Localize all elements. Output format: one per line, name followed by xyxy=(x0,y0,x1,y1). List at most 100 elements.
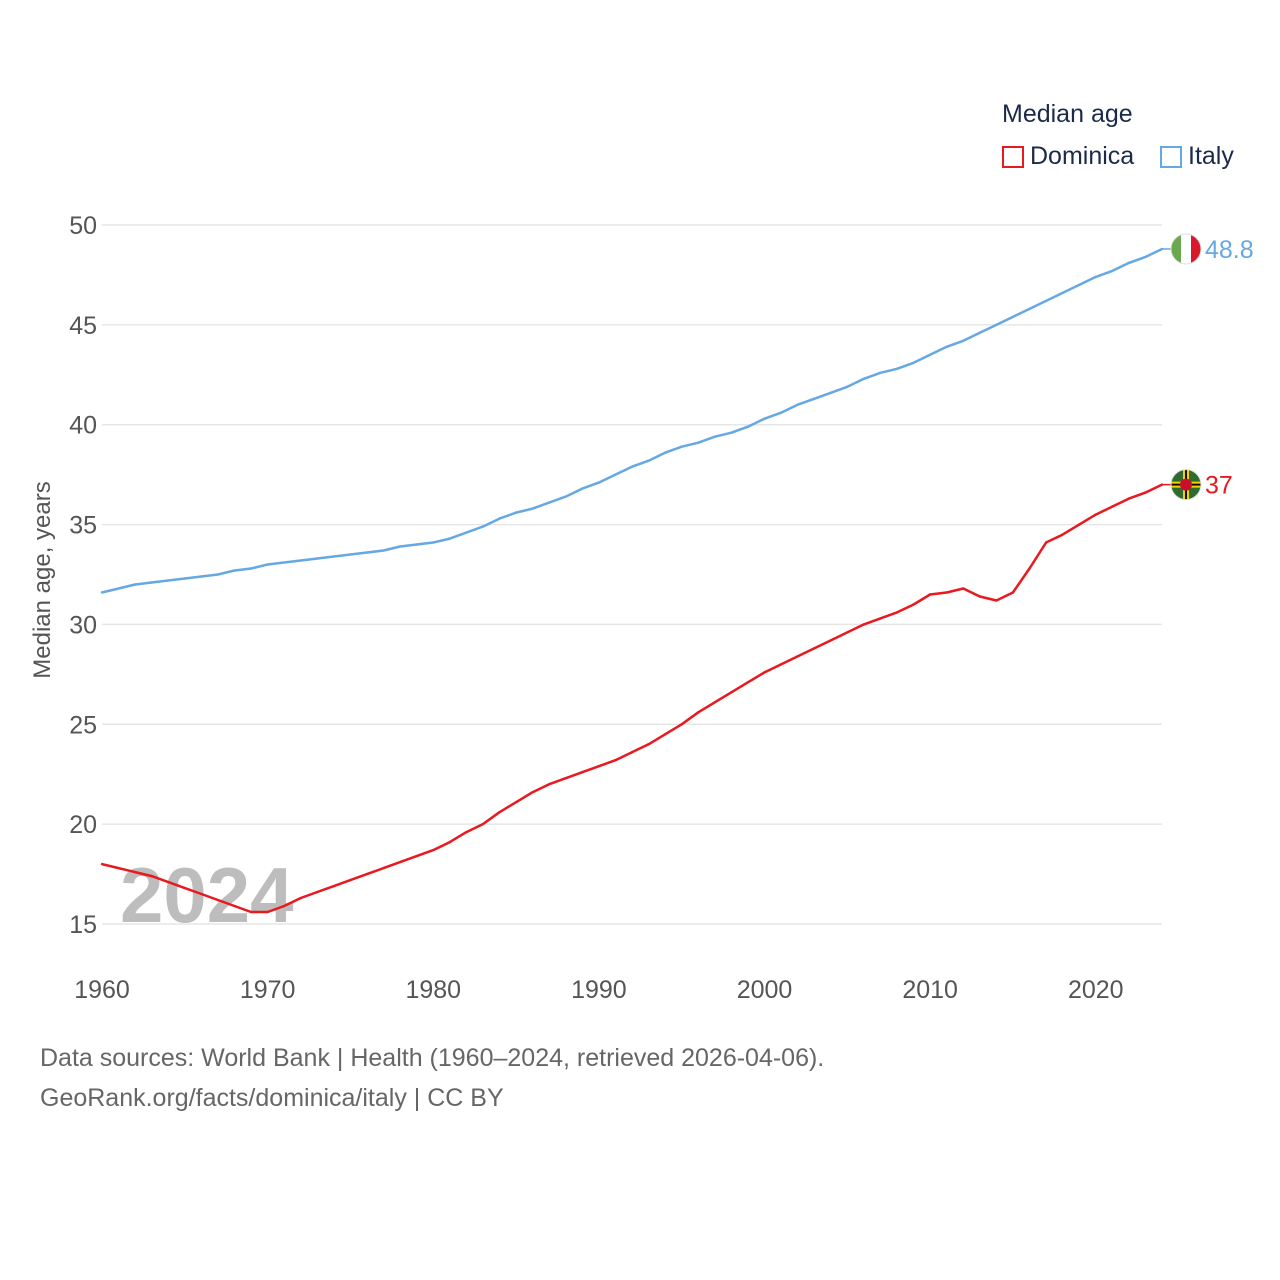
x-tick-label-1970: 1970 xyxy=(240,976,296,1004)
data-point-italy-1976 xyxy=(365,551,369,554)
data-point-dominica-2020 xyxy=(1094,513,1097,516)
data-point-italy-2001 xyxy=(779,411,783,414)
data-point-dominica-2017 xyxy=(1044,541,1048,544)
data-point-italy-1983 xyxy=(481,525,485,528)
data-point-dominica-1977 xyxy=(382,866,385,870)
data-point-dominica-1976 xyxy=(365,872,369,876)
data-point-italy-2021 xyxy=(1111,269,1114,273)
series-line-dominica xyxy=(101,483,1163,914)
data-point-dominica-1970 xyxy=(266,910,269,914)
data-point-italy-1978 xyxy=(398,545,402,548)
data-point-dominica-1973 xyxy=(316,890,319,894)
data-point-italy-1991 xyxy=(614,473,617,476)
data-point-italy-1984 xyxy=(498,517,501,520)
data-point-italy-1960 xyxy=(100,591,104,594)
data-point-dominica-1995 xyxy=(680,723,683,726)
data-point-italy-2010 xyxy=(928,353,932,357)
data-point-italy-2019 xyxy=(1077,283,1081,287)
data-point-italy-2013 xyxy=(978,331,982,335)
data-point-italy-1985 xyxy=(514,511,518,514)
legend-item-italy[interactable]: Italy xyxy=(1160,142,1234,171)
y-tick-label-25: 25 xyxy=(69,711,97,739)
data-point-dominica-1979 xyxy=(415,854,418,858)
data-point-italy-2017 xyxy=(1044,299,1048,303)
data-point-italy-1973 xyxy=(316,557,319,560)
data-point-italy-1965 xyxy=(183,577,187,580)
data-point-italy-1992 xyxy=(630,465,634,468)
x-tick-label-1990: 1990 xyxy=(571,976,627,1004)
data-point-dominica-1996 xyxy=(697,711,700,714)
data-point-dominica-2006 xyxy=(862,623,866,626)
legend-label-italy: Italy xyxy=(1188,142,1234,170)
data-point-dominica-1985 xyxy=(514,800,518,804)
data-point-dominica-2015 xyxy=(1011,591,1015,594)
data-point-italy-2016 xyxy=(1028,307,1031,311)
data-point-italy-1993 xyxy=(647,459,650,462)
data-point-dominica-2010 xyxy=(928,593,932,596)
data-point-italy-1994 xyxy=(663,451,667,454)
data-point-dominica-2009 xyxy=(912,603,915,606)
data-point-dominica-1967 xyxy=(216,898,220,902)
data-point-italy-1979 xyxy=(415,543,418,546)
data-point-dominica-2018 xyxy=(1061,533,1064,536)
source-url-line[interactable]: GeoRank.org/facts/dominica/italy | CC BY xyxy=(40,1084,504,1112)
data-point-italy-1987 xyxy=(547,501,551,504)
data-point-italy-1964 xyxy=(167,579,170,582)
data-point-italy-1967 xyxy=(216,573,220,576)
data-point-italy-2006 xyxy=(862,377,866,380)
data-point-dominica-1987 xyxy=(547,783,551,786)
data-source-line: Data sources: World Bank | Health (1960–… xyxy=(40,1044,825,1072)
data-point-dominica-2004 xyxy=(829,639,832,642)
data-point-italy-1974 xyxy=(332,555,336,558)
y-tick-label-40: 40 xyxy=(69,412,97,440)
data-point-dominica-2014 xyxy=(995,599,998,602)
data-point-italy-1966 xyxy=(200,575,203,578)
data-point-dominica-1982 xyxy=(465,830,468,834)
y-tick-label-35: 35 xyxy=(69,512,97,540)
data-point-dominica-1983 xyxy=(481,822,485,826)
data-point-italy-1988 xyxy=(564,495,567,498)
data-point-dominica-1997 xyxy=(713,701,717,704)
flag-italy-icon xyxy=(1171,233,1201,264)
data-point-dominica-2012 xyxy=(962,587,965,590)
series-lines xyxy=(100,247,1164,914)
data-point-italy-1981 xyxy=(448,537,452,540)
data-point-italy-1972 xyxy=(299,559,302,562)
legend-swatch-dominica xyxy=(1002,145,1024,168)
data-point-italy-2012 xyxy=(962,339,965,343)
data-point-dominica-1963 xyxy=(150,874,153,878)
series-line-italy xyxy=(101,247,1163,594)
data-point-dominica-1971 xyxy=(282,904,286,908)
legend-item-dominica[interactable]: Dominica xyxy=(1002,142,1134,171)
y-tick-label-50: 50 xyxy=(69,212,97,240)
data-point-italy-1975 xyxy=(349,553,352,556)
flag-dominica-icon xyxy=(1171,469,1201,500)
data-point-dominica-2021 xyxy=(1111,505,1114,508)
data-point-dominica-1986 xyxy=(531,790,534,794)
data-point-italy-1999 xyxy=(746,425,750,428)
data-point-dominica-2000 xyxy=(763,671,766,674)
data-point-italy-2004 xyxy=(829,391,832,394)
data-point-italy-1986 xyxy=(531,507,534,510)
data-point-italy-1980 xyxy=(432,541,435,544)
data-point-dominica-1975 xyxy=(349,878,352,882)
data-point-dominica-1988 xyxy=(564,777,567,780)
data-point-dominica-2011 xyxy=(945,591,948,594)
data-point-italy-2011 xyxy=(945,345,948,349)
data-point-dominica-1961 xyxy=(117,866,120,870)
x-tick-label-1960: 1960 xyxy=(74,976,130,1004)
data-point-italy-2014 xyxy=(995,323,998,327)
data-point-dominica-1978 xyxy=(398,860,402,864)
legend-title: Median age xyxy=(1002,100,1133,128)
data-point-dominica-1998 xyxy=(730,691,733,694)
y-tick-label-20: 20 xyxy=(69,811,97,839)
data-point-dominica-1992 xyxy=(630,751,634,754)
data-point-dominica-1962 xyxy=(133,870,137,874)
data-point-italy-1990 xyxy=(597,481,601,484)
data-point-italy-1962 xyxy=(133,583,137,586)
x-tick-label-2020: 2020 xyxy=(1068,976,1124,1004)
x-tick-label-2000: 2000 xyxy=(737,976,793,1004)
data-point-dominica-1969 xyxy=(249,910,253,914)
data-point-italy-1998 xyxy=(730,431,733,434)
